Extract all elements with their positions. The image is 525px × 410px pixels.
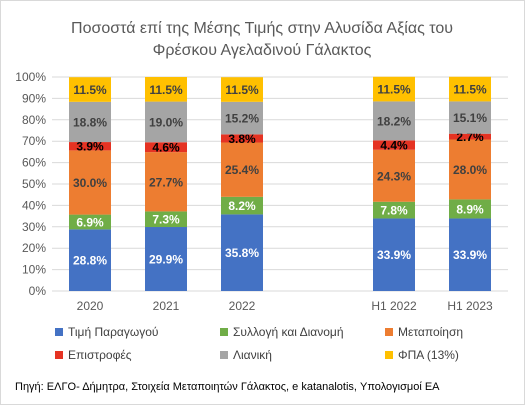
bar-segment [449, 139, 491, 200]
data-label: 3.8% [228, 132, 256, 146]
bar-segment [449, 101, 491, 134]
legend-label: Συλλογή και Διανομή [233, 325, 344, 339]
x-axis-tick-labels: 2020 2021 2022 H1 2022 H1 2023 [77, 299, 493, 313]
chart-title-line-1: Ποσοστά επί της Μέσης Τιμής στην Αλυσίδα… [71, 20, 453, 37]
data-label: 11.5% [377, 83, 411, 97]
data-label: 30.0% [73, 176, 107, 190]
chart-title-line-2: Φρέσκου Αγελαδινού Γάλακτος [153, 42, 372, 59]
y-tick-label: 80% [22, 113, 46, 127]
y-tick-label: 100% [15, 70, 46, 84]
y-tick-label: 70% [22, 134, 46, 148]
data-label: 18.2% [377, 114, 411, 128]
bar-segment [373, 201, 415, 219]
bar-segment [449, 218, 491, 291]
x-tick-label: H1 2023 [447, 299, 493, 313]
bar-segment [221, 142, 263, 197]
data-label: 19.0% [149, 115, 183, 129]
legend-swatch [220, 328, 228, 336]
y-tick-label: 0% [29, 284, 47, 298]
bar-segment [221, 134, 263, 143]
y-axis-tick-labels: 0% 10% 20% 30% 40% 50% 60% 70% 80% 90% 100% [15, 70, 46, 298]
x-tick-label: 2020 [77, 299, 104, 313]
bar-segment [449, 76, 491, 102]
data-label: 8.2% [228, 199, 256, 213]
legend-label: ΦΠΑ (13%) [398, 348, 459, 362]
data-label: 29.9% [149, 253, 183, 267]
bar-segment [69, 101, 111, 143]
data-label: 11.5% [225, 83, 259, 97]
data-label: 15.2% [225, 112, 259, 126]
data-label: 24.3% [377, 169, 411, 183]
y-tick-label: 40% [22, 198, 46, 212]
data-label: 6.9% [76, 215, 104, 229]
data-label: 4.4% [380, 139, 408, 153]
data-label: 28.8% [73, 254, 107, 268]
data-label: 7.8% [380, 204, 408, 218]
bar-segment [69, 214, 111, 230]
bar-segment [373, 149, 415, 202]
legend-label: Λιανική [233, 348, 272, 362]
bar-segment [69, 142, 111, 151]
bar-segment [221, 196, 263, 215]
data-label: 28.0% [453, 163, 487, 177]
x-tick-label: 2021 [153, 299, 180, 313]
data-label: 18.8% [73, 115, 107, 129]
data-label: 4.6% [152, 141, 180, 155]
source-note: Πηγή: ΕΛΓΟ- Δήμητρα, Στοιχεία Μεταποιητώ… [15, 381, 440, 393]
legend-swatch [385, 328, 393, 336]
data-label: 8.9% [456, 202, 484, 216]
bar-segment [221, 101, 263, 135]
bar-segment [69, 77, 111, 102]
data-label: 33.9% [453, 248, 487, 262]
data-label: 3.9% [76, 140, 104, 154]
y-tick-label: 50% [22, 177, 46, 191]
y-tick-label: 60% [22, 156, 46, 170]
bar-segment [145, 152, 187, 212]
bar-segment [373, 101, 415, 141]
data-label: 25.4% [225, 163, 259, 177]
gridlines [52, 76, 508, 292]
bar-segment [145, 227, 187, 291]
y-tick-label: 10% [22, 263, 46, 277]
bar-segment [69, 229, 111, 291]
data-label: 33.9% [377, 248, 411, 262]
stacked-bars: 28.8% 6.9% 30.0% 3.9% 18.8% 11.5% 29.9% 7.3% 27.… [69, 76, 491, 291]
legend-swatch [55, 351, 63, 359]
x-tick-label: 2022 [229, 299, 256, 313]
data-label: 11.5% [453, 83, 487, 97]
y-tick-label: 20% [22, 241, 46, 255]
y-tick-label: 30% [22, 220, 46, 234]
data-label: 11.5% [149, 83, 183, 97]
bar-segment [221, 214, 263, 291]
data-label: 35.8% [225, 246, 259, 260]
bar-segment [145, 142, 187, 153]
bar-segment [449, 199, 491, 219]
bar-segment [69, 150, 111, 215]
data-label: 27.7% [149, 175, 183, 189]
legend-label: Επιστροφές [68, 348, 132, 362]
bar-segment [221, 77, 263, 102]
y-tick-label: 90% [22, 91, 46, 105]
legend-swatch [55, 328, 63, 336]
data-label: 11.5% [73, 83, 107, 97]
legend-swatch [385, 351, 393, 359]
bar-segment [449, 133, 491, 140]
x-tick-label: H1 2022 [371, 299, 417, 313]
data-label: 7.3% [152, 213, 180, 227]
data-label: 15.1% [453, 111, 487, 125]
bar-segment [145, 77, 187, 102]
legend-label: Τιμή Παραγωγού [68, 325, 158, 339]
bar-segment [373, 218, 415, 291]
legend: Τιμή Παραγωγού Συλλογή και Διανομή Μεταποί… [55, 325, 463, 362]
bar-segment [373, 76, 415, 102]
bar-segment [145, 101, 187, 143]
legend-label: Μεταποίηση [398, 325, 463, 339]
bar-segment [145, 211, 187, 228]
legend-swatch [220, 351, 228, 359]
bar-segment [373, 140, 415, 150]
